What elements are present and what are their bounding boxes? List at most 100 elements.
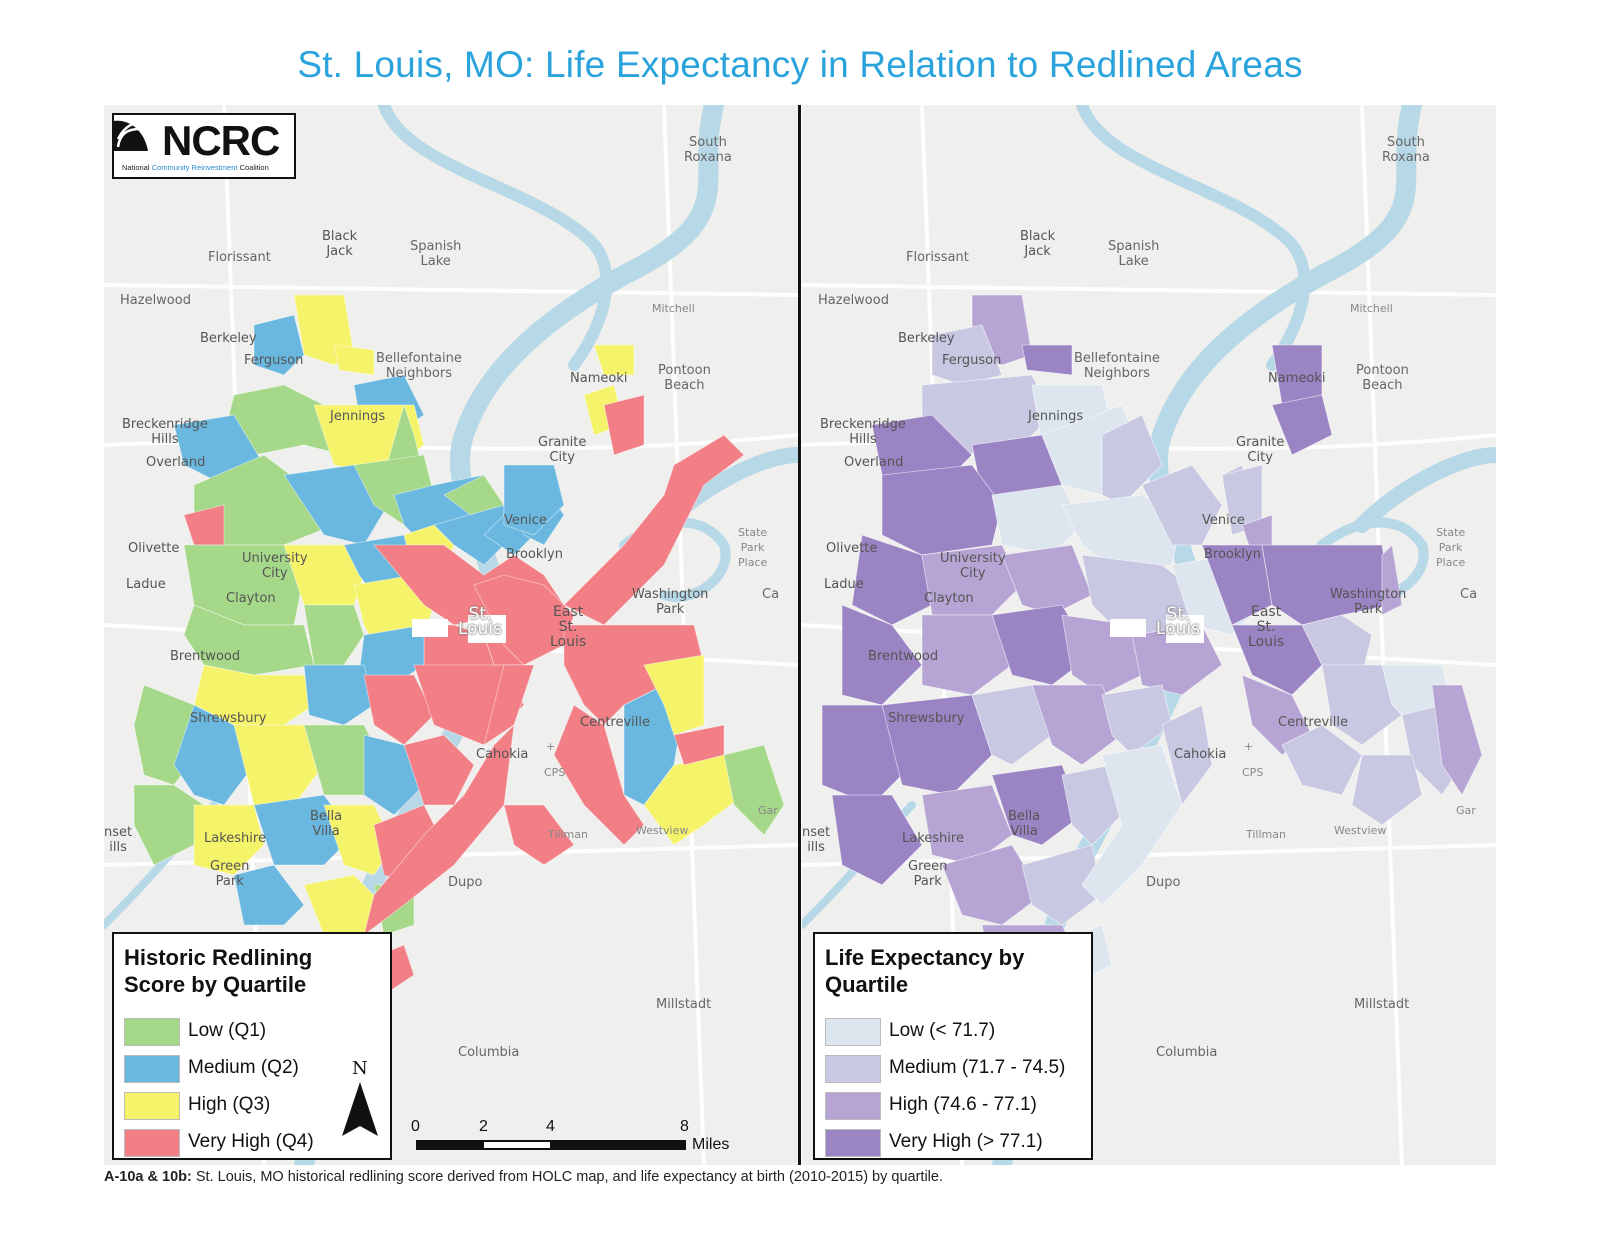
place-label: East St. Louis	[1248, 604, 1285, 650]
place-label: Centreville	[1278, 715, 1348, 730]
place-label: Westview	[636, 824, 689, 837]
map-divider	[798, 105, 801, 1165]
place-label: Ferguson	[244, 353, 304, 368]
place-label: Ladue	[824, 577, 864, 592]
legend-title: Historic Redlining Score by Quartile	[124, 945, 313, 997]
place-label: Venice	[504, 513, 547, 528]
legend-swatch	[124, 1129, 180, 1157]
place-label: Bellefontaine Neighbors	[1074, 351, 1160, 381]
place-label: nset ills	[104, 825, 133, 855]
place-label: Pontoon Beach	[1356, 363, 1409, 393]
place-label: Dupo	[1146, 875, 1181, 890]
scale-tick: 0	[411, 1118, 420, 1135]
place-label: +	[1244, 740, 1254, 753]
place-label: Tillman	[1246, 828, 1286, 841]
place-label: +	[546, 740, 556, 753]
place-label: Breckenridge Hills	[122, 417, 208, 447]
place-label: Lakeshire	[204, 831, 266, 846]
logo-wordmark: NCRC	[162, 117, 280, 164]
legend-label: Low (Q1)	[188, 1020, 267, 1041]
north-arrow: N	[340, 1058, 380, 1138]
place-label: Westview	[1334, 824, 1387, 837]
place-label: Lakeshire	[902, 831, 964, 846]
place-label: Berkeley	[898, 331, 955, 346]
place-label: Ca	[1460, 587, 1478, 602]
place-label: Olivette	[826, 541, 878, 556]
place-label: Millstadt	[1354, 997, 1410, 1012]
figure-caption: A-10a & 10b: St. Louis, MO historical re…	[104, 1169, 943, 1185]
place-label: Nameoki	[570, 371, 628, 386]
place-label: Washington Park	[1330, 587, 1407, 617]
place-label: Bellefontaine Neighbors	[376, 351, 462, 381]
place-label: Gar	[758, 804, 778, 817]
place-label: Green Park	[210, 859, 250, 889]
legend-swatch	[124, 1055, 180, 1083]
place-label: Brooklyn	[506, 547, 563, 562]
place-label: CPS	[1242, 766, 1264, 779]
scale-tick: 4	[546, 1118, 555, 1135]
redlining-map-canvas	[104, 105, 798, 1165]
place-label: Clayton	[226, 591, 276, 606]
legend-label: Low (< 71.7)	[889, 1020, 996, 1041]
place-label: Breckenridge Hills	[820, 417, 906, 447]
place-label: South Roxana	[684, 135, 732, 165]
place-label: State Park Place	[738, 526, 768, 569]
place-label: Ca	[762, 587, 780, 602]
place-label: Mitchell	[652, 302, 695, 315]
place-label: Columbia	[1156, 1045, 1218, 1060]
place-label: Granite City	[1236, 435, 1285, 465]
place-label: Black Jack	[1020, 229, 1056, 259]
legend-swatch	[825, 1055, 881, 1083]
place-label: Brentwood	[868, 649, 939, 664]
ncrc-logo[interactable]: NCRC National Community Reinvestment Coa…	[112, 113, 296, 179]
place-label: Ladue	[126, 577, 166, 592]
place-label: Nameoki	[1268, 371, 1326, 386]
place-label: St. Louis	[458, 604, 502, 639]
place-label: Spanish Lake	[410, 239, 462, 269]
place-label: Hazelwood	[818, 293, 889, 308]
place-label: Spanish Lake	[1108, 239, 1160, 269]
place-label: Bella Villa	[310, 809, 343, 839]
legend-swatch	[124, 1018, 180, 1046]
place-label: Pontoon Beach	[658, 363, 711, 393]
ncrc-logo-icon	[114, 120, 148, 151]
legend-label: Medium (Q2)	[188, 1057, 299, 1078]
place-label: Florissant	[906, 250, 969, 265]
place-label: Cahokia	[476, 747, 529, 762]
place-label: University City	[940, 551, 1006, 581]
life-expectancy-legend: Life Expectancy by Quartile Low (< 71.7)…	[813, 932, 1093, 1160]
place-label: Overland	[844, 455, 904, 470]
place-label: Millstadt	[656, 997, 712, 1012]
legend-label: Very High (Q4)	[188, 1131, 314, 1152]
place-label: Columbia	[458, 1045, 520, 1060]
place-label: Hazelwood	[120, 293, 191, 308]
legend-swatch	[825, 1129, 881, 1157]
place-label: Olivette	[128, 541, 180, 556]
place-label: Dupo	[448, 875, 483, 890]
place-label: Shrewsbury	[190, 711, 267, 726]
place-label: Jennings	[1028, 409, 1084, 424]
place-label: Cahokia	[1174, 747, 1227, 762]
legend-swatch	[825, 1092, 881, 1120]
place-label: Centreville	[580, 715, 650, 730]
legend-label: Medium (71.7 - 74.5)	[889, 1057, 1066, 1078]
life-expectancy-map[interactable]: South Roxana Black Jack Florissant Spani…	[802, 105, 1496, 1165]
place-label: State Park Place	[1436, 526, 1466, 569]
redlining-map[interactable]: NCRC National Community Reinvestment Coa…	[104, 105, 798, 1165]
place-label: University City	[242, 551, 308, 581]
place-label: Black Jack	[322, 229, 358, 259]
place-label: South Roxana	[1382, 135, 1430, 165]
place-label: Overland	[146, 455, 206, 470]
life-expectancy-map-canvas	[802, 105, 1496, 1165]
scale-tick: 2	[479, 1118, 488, 1135]
place-label: Jennings	[330, 409, 386, 424]
place-label: Shrewsbury	[888, 711, 965, 726]
north-arrow-icon	[342, 1082, 378, 1136]
place-label: Granite City	[538, 435, 587, 465]
redlining-legend: Historic Redlining Score by Quartile Low…	[112, 932, 392, 1160]
place-label: nset ills	[802, 825, 831, 855]
legend-label: High (Q3)	[188, 1094, 271, 1115]
legend-swatch	[124, 1092, 180, 1120]
place-label: Mitchell	[1350, 302, 1393, 315]
place-label: Tillman	[548, 828, 588, 841]
